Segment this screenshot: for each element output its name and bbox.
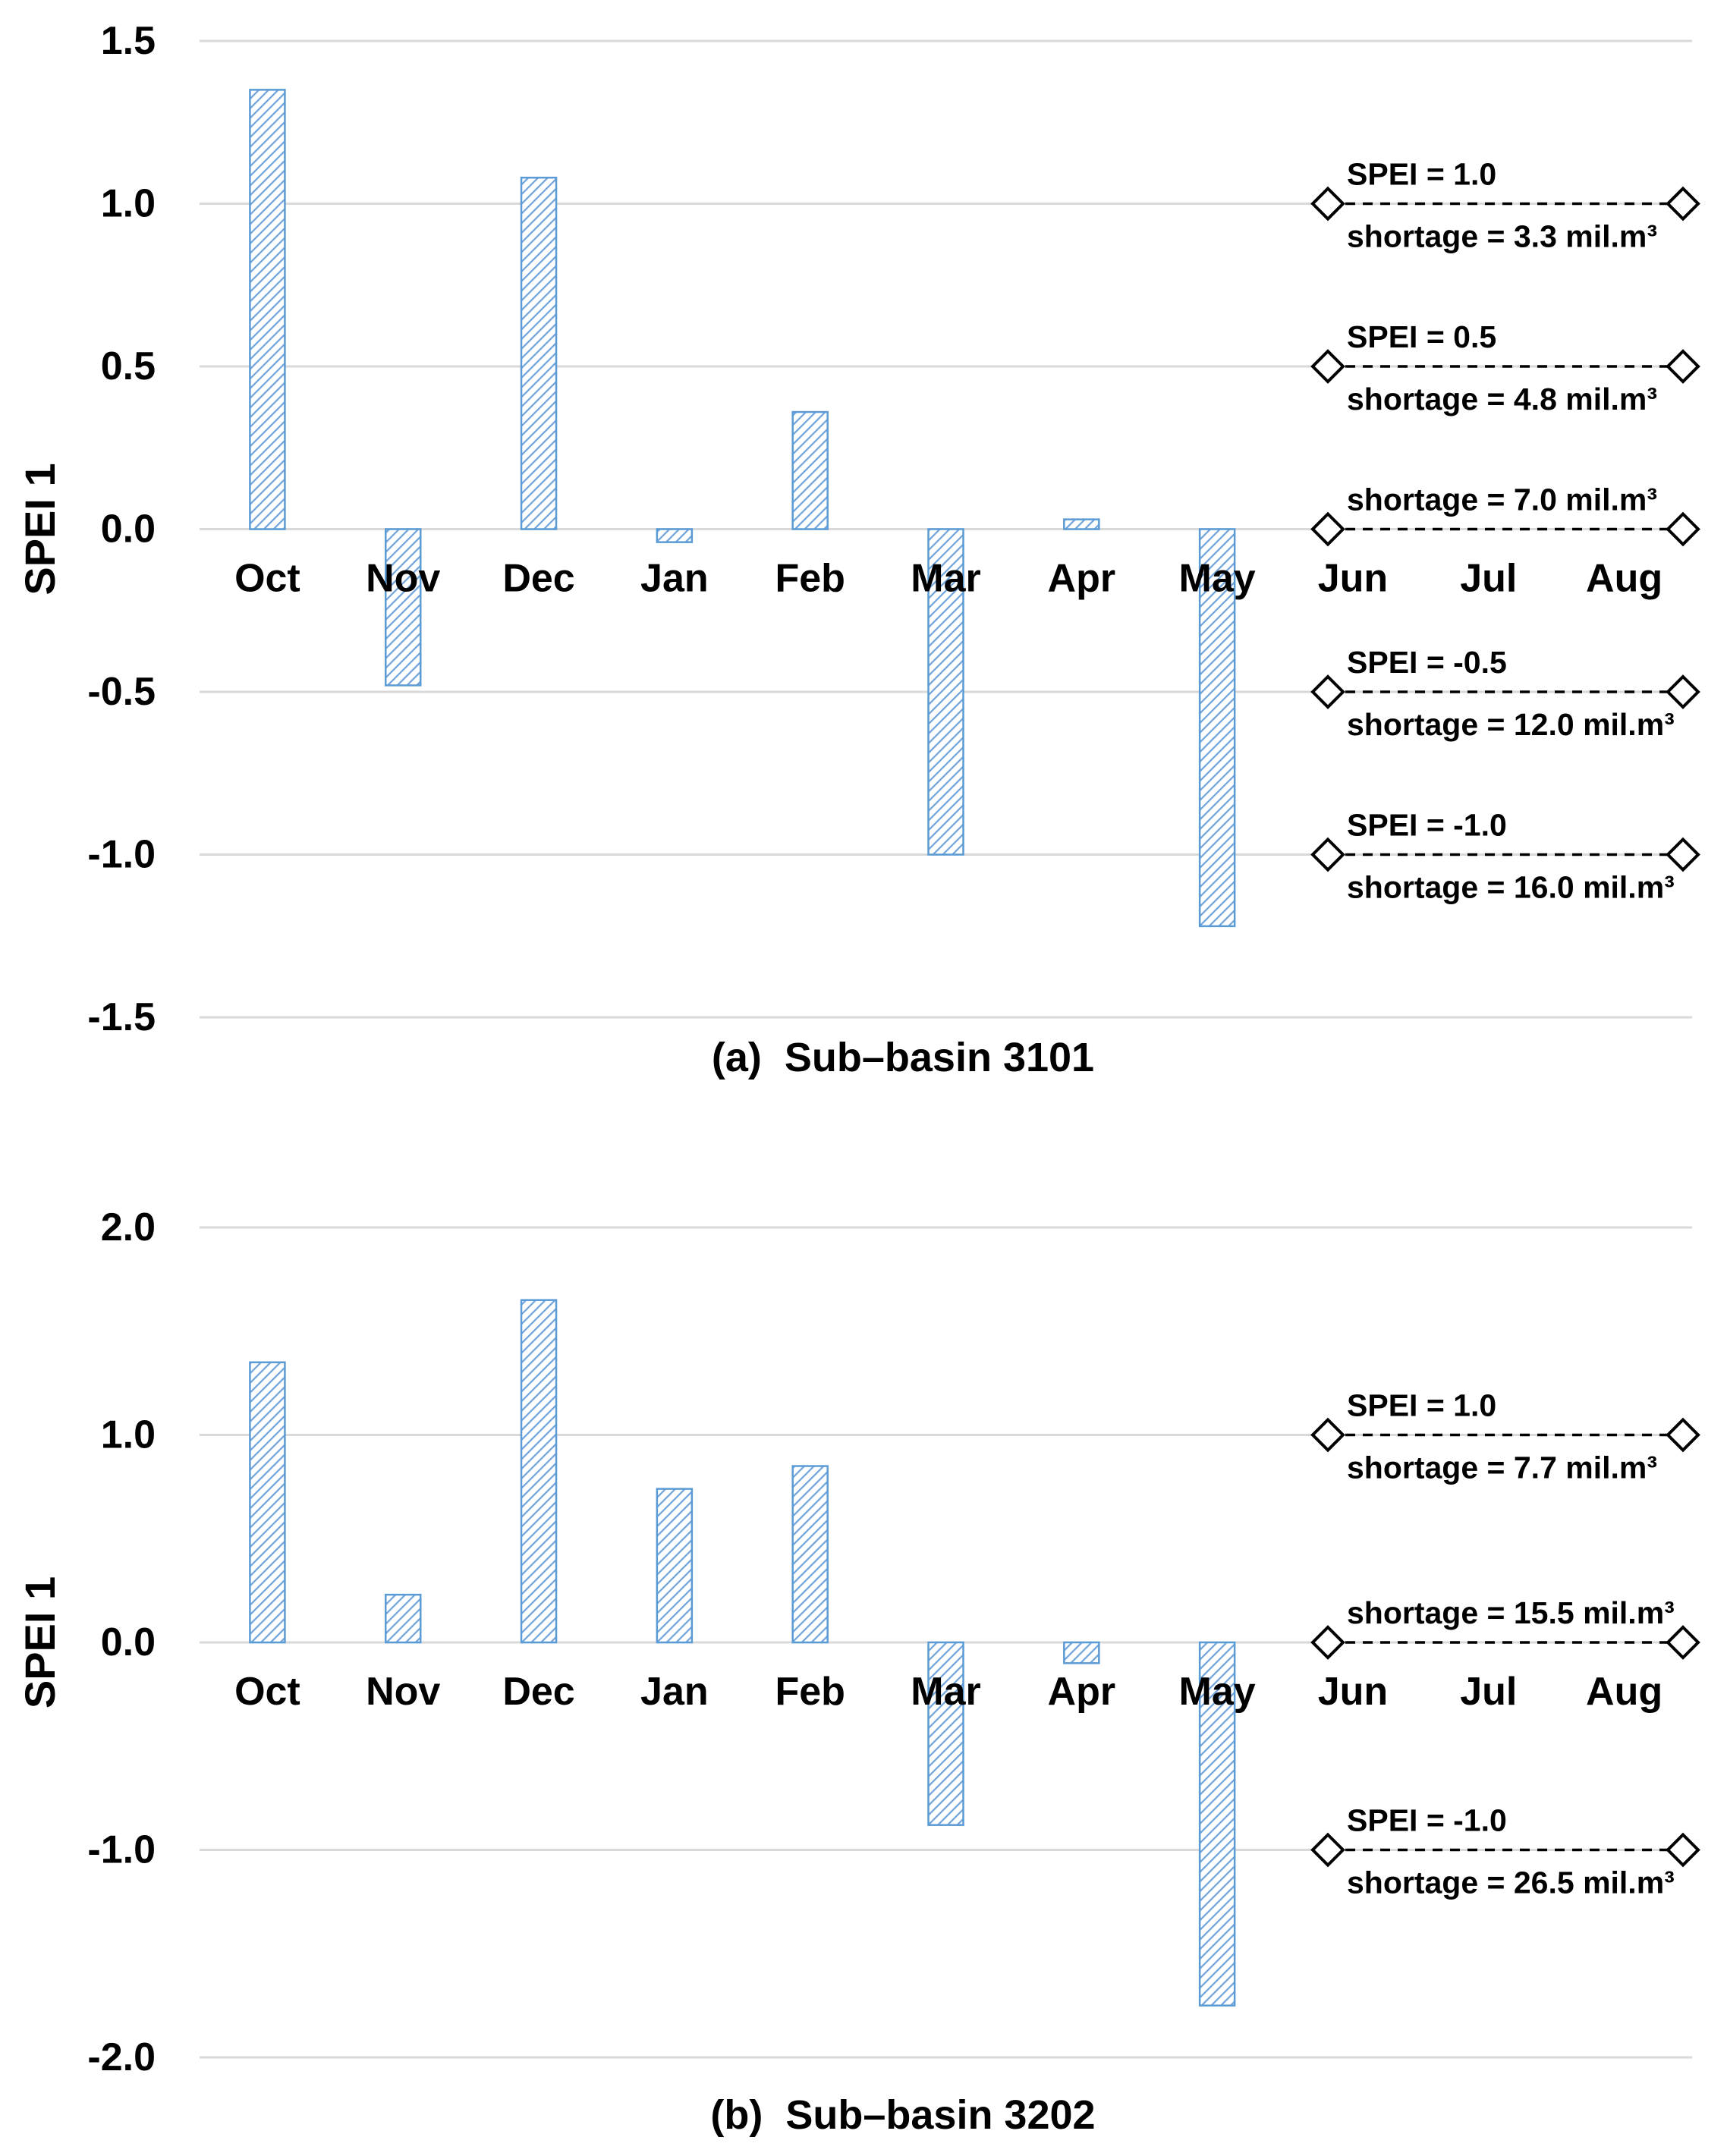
y-axis-title: SPEI 1: [16, 1576, 64, 1708]
bar-jan: [656, 528, 694, 543]
diamond-marker-icon: [1310, 837, 1345, 872]
diamond-marker-icon: [1666, 1417, 1700, 1453]
diamond-marker-icon: [1666, 349, 1700, 384]
chart-b: Oct Nov Dec Jan Feb Mar Apr May Jun Jul Aug 2.0 1.0 0…: [16, 1205, 1700, 2138]
annotation-top-label: shortage = 15.5 mil.m³: [1347, 1595, 1675, 1630]
y-tick-label: -0.5: [87, 670, 156, 714]
bar-mar: [927, 528, 964, 856]
y-tick-label: 0.0: [101, 508, 156, 552]
diamond-marker-icon: [1666, 674, 1700, 709]
chart-caption-label: Sub–basin 3202: [785, 2092, 1095, 2138]
x-tick-label-dec: Dec: [502, 1670, 574, 1714]
x-tick-label-jun: Jun: [1318, 557, 1388, 601]
annotation-top-label: shortage = 7.0 mil.m³: [1347, 482, 1657, 517]
bar-apr: [1063, 518, 1100, 530]
bar-may: [1198, 528, 1236, 928]
bar-feb: [791, 1465, 829, 1644]
chart-caption-prefix: (b): [710, 2092, 763, 2138]
annotation-top-label: SPEI = 1.0: [1347, 157, 1496, 192]
x-tick-label-apr: Apr: [1048, 557, 1116, 601]
y-tick-label: 0.5: [101, 344, 156, 388]
y-tick-label: 0.0: [101, 1620, 156, 1664]
x-tick-label-mar: Mar: [911, 557, 980, 601]
bar-nov: [384, 528, 422, 687]
diamond-marker-icon: [1310, 1625, 1345, 1660]
diamond-marker-icon: [1310, 511, 1345, 547]
x-tick-label-feb: Feb: [775, 557, 845, 601]
x-tick-label-jul: Jul: [1460, 557, 1517, 601]
x-tick-label-jun: Jun: [1318, 1670, 1388, 1714]
x-tick-label-may: May: [1179, 557, 1256, 601]
annotation-bottom-label: shortage = 26.5 mil.m³: [1347, 1865, 1675, 1900]
y-tick-label: -1.0: [87, 1828, 156, 1872]
chart-caption: (a) Sub–basin 3101: [712, 1035, 1094, 1080]
x-tick-label-nov: Nov: [366, 1670, 440, 1714]
x-tick-label-aug: Aug: [1586, 1670, 1663, 1714]
bar-dec: [520, 1299, 558, 1644]
annotation-top-label: SPEI = -1.0: [1347, 1803, 1507, 1838]
annotation-bottom-label: shortage = 12.0 mil.m³: [1347, 707, 1675, 742]
bar-oct: [249, 89, 286, 530]
x-tick-label-dec: Dec: [502, 557, 574, 601]
annotation-bottom-label: shortage = 16.0 mil.m³: [1347, 870, 1675, 905]
bar-feb: [791, 410, 829, 530]
bar-may: [1198, 1641, 1236, 2007]
chart-caption-label: Sub–basin 3101: [785, 1035, 1094, 1080]
chart-caption-prefix: (a): [712, 1035, 762, 1080]
diamond-marker-icon: [1310, 674, 1345, 709]
x-tick-label-nov: Nov: [366, 557, 440, 601]
diamond-marker-icon: [1310, 1832, 1345, 1868]
y-tick-label: -2.0: [87, 2035, 156, 2079]
diamond-marker-icon: [1310, 349, 1345, 384]
x-tick-label-feb: Feb: [775, 1670, 845, 1714]
diamond-marker-icon: [1666, 837, 1700, 872]
bar-apr: [1063, 1641, 1100, 1664]
x-tick-label-jan: Jan: [640, 1670, 709, 1714]
bar-jan: [656, 1488, 694, 1644]
x-tick-label-mar: Mar: [911, 1670, 980, 1714]
x-tick-label-aug: Aug: [1586, 557, 1663, 601]
chart-caption: (b) Sub–basin 3202: [710, 2092, 1095, 2138]
annotation-top-label: SPEI = -0.5: [1347, 645, 1507, 680]
diamond-marker-icon: [1310, 1417, 1345, 1453]
annotation-bottom-label: shortage = 4.8 mil.m³: [1347, 382, 1657, 416]
annotation-top-label: SPEI = 1.0: [1347, 1388, 1496, 1423]
bar-dec: [520, 176, 558, 530]
bar-oct: [249, 1361, 286, 1644]
y-tick-label: 2.0: [101, 1205, 156, 1249]
y-tick-label: -1.0: [87, 833, 156, 877]
annotation-top-label: SPEI = 0.5: [1347, 319, 1496, 354]
y-tick-label: 1.0: [101, 1413, 156, 1457]
diamond-marker-icon: [1310, 186, 1345, 222]
chart-a: Oct Nov Dec Jan Feb Mar Apr May Jun Jul Aug 1.5 1.0 0…: [16, 19, 1700, 1080]
diamond-marker-icon: [1666, 1832, 1700, 1868]
diamond-marker-icon: [1666, 186, 1700, 222]
y-tick-label: -1.5: [87, 995, 156, 1039]
x-tick-label-oct: Oct: [234, 1670, 300, 1714]
x-tick-label-may: May: [1179, 1670, 1256, 1714]
annotation-bottom-label: shortage = 7.7 mil.m³: [1347, 1450, 1657, 1485]
x-tick-label-apr: Apr: [1048, 1670, 1116, 1714]
bar-mar: [927, 1641, 964, 1826]
y-axis-title: SPEI 1: [16, 463, 64, 595]
y-tick-label: 1.5: [101, 19, 156, 63]
annotation-top-label: SPEI = -1.0: [1347, 808, 1507, 843]
bar-nov: [384, 1593, 422, 1644]
diamond-marker-icon: [1666, 1625, 1700, 1660]
x-tick-label-oct: Oct: [234, 557, 300, 601]
x-tick-label-jan: Jan: [640, 557, 709, 601]
diamond-marker-icon: [1666, 511, 1700, 547]
annotation-bottom-label: shortage = 3.3 mil.m³: [1347, 219, 1657, 254]
y-tick-label: 1.0: [101, 182, 156, 226]
x-tick-label-jul: Jul: [1460, 1670, 1517, 1714]
